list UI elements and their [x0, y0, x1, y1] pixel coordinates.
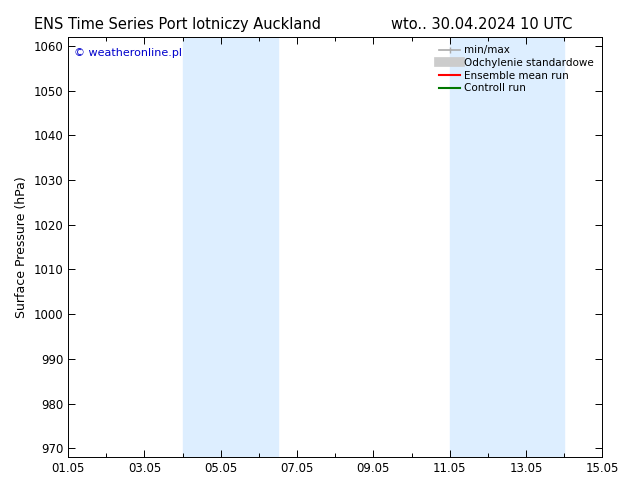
Bar	[183, 37, 278, 457]
Bar	[507, 37, 564, 457]
Text: © weatheronline.pl: © weatheronline.pl	[74, 48, 181, 57]
Text: ENS Time Series Port lotniczy Auckland: ENS Time Series Port lotniczy Auckland	[34, 17, 321, 32]
Legend: min/max, Odchylenie standardowe, Ensemble mean run, Controll run: min/max, Odchylenie standardowe, Ensembl…	[436, 42, 597, 97]
Text: wto.. 30.04.2024 10 UTC: wto.. 30.04.2024 10 UTC	[391, 17, 573, 32]
Y-axis label: Surface Pressure (hPa): Surface Pressure (hPa)	[15, 176, 28, 318]
Bar	[450, 37, 507, 457]
